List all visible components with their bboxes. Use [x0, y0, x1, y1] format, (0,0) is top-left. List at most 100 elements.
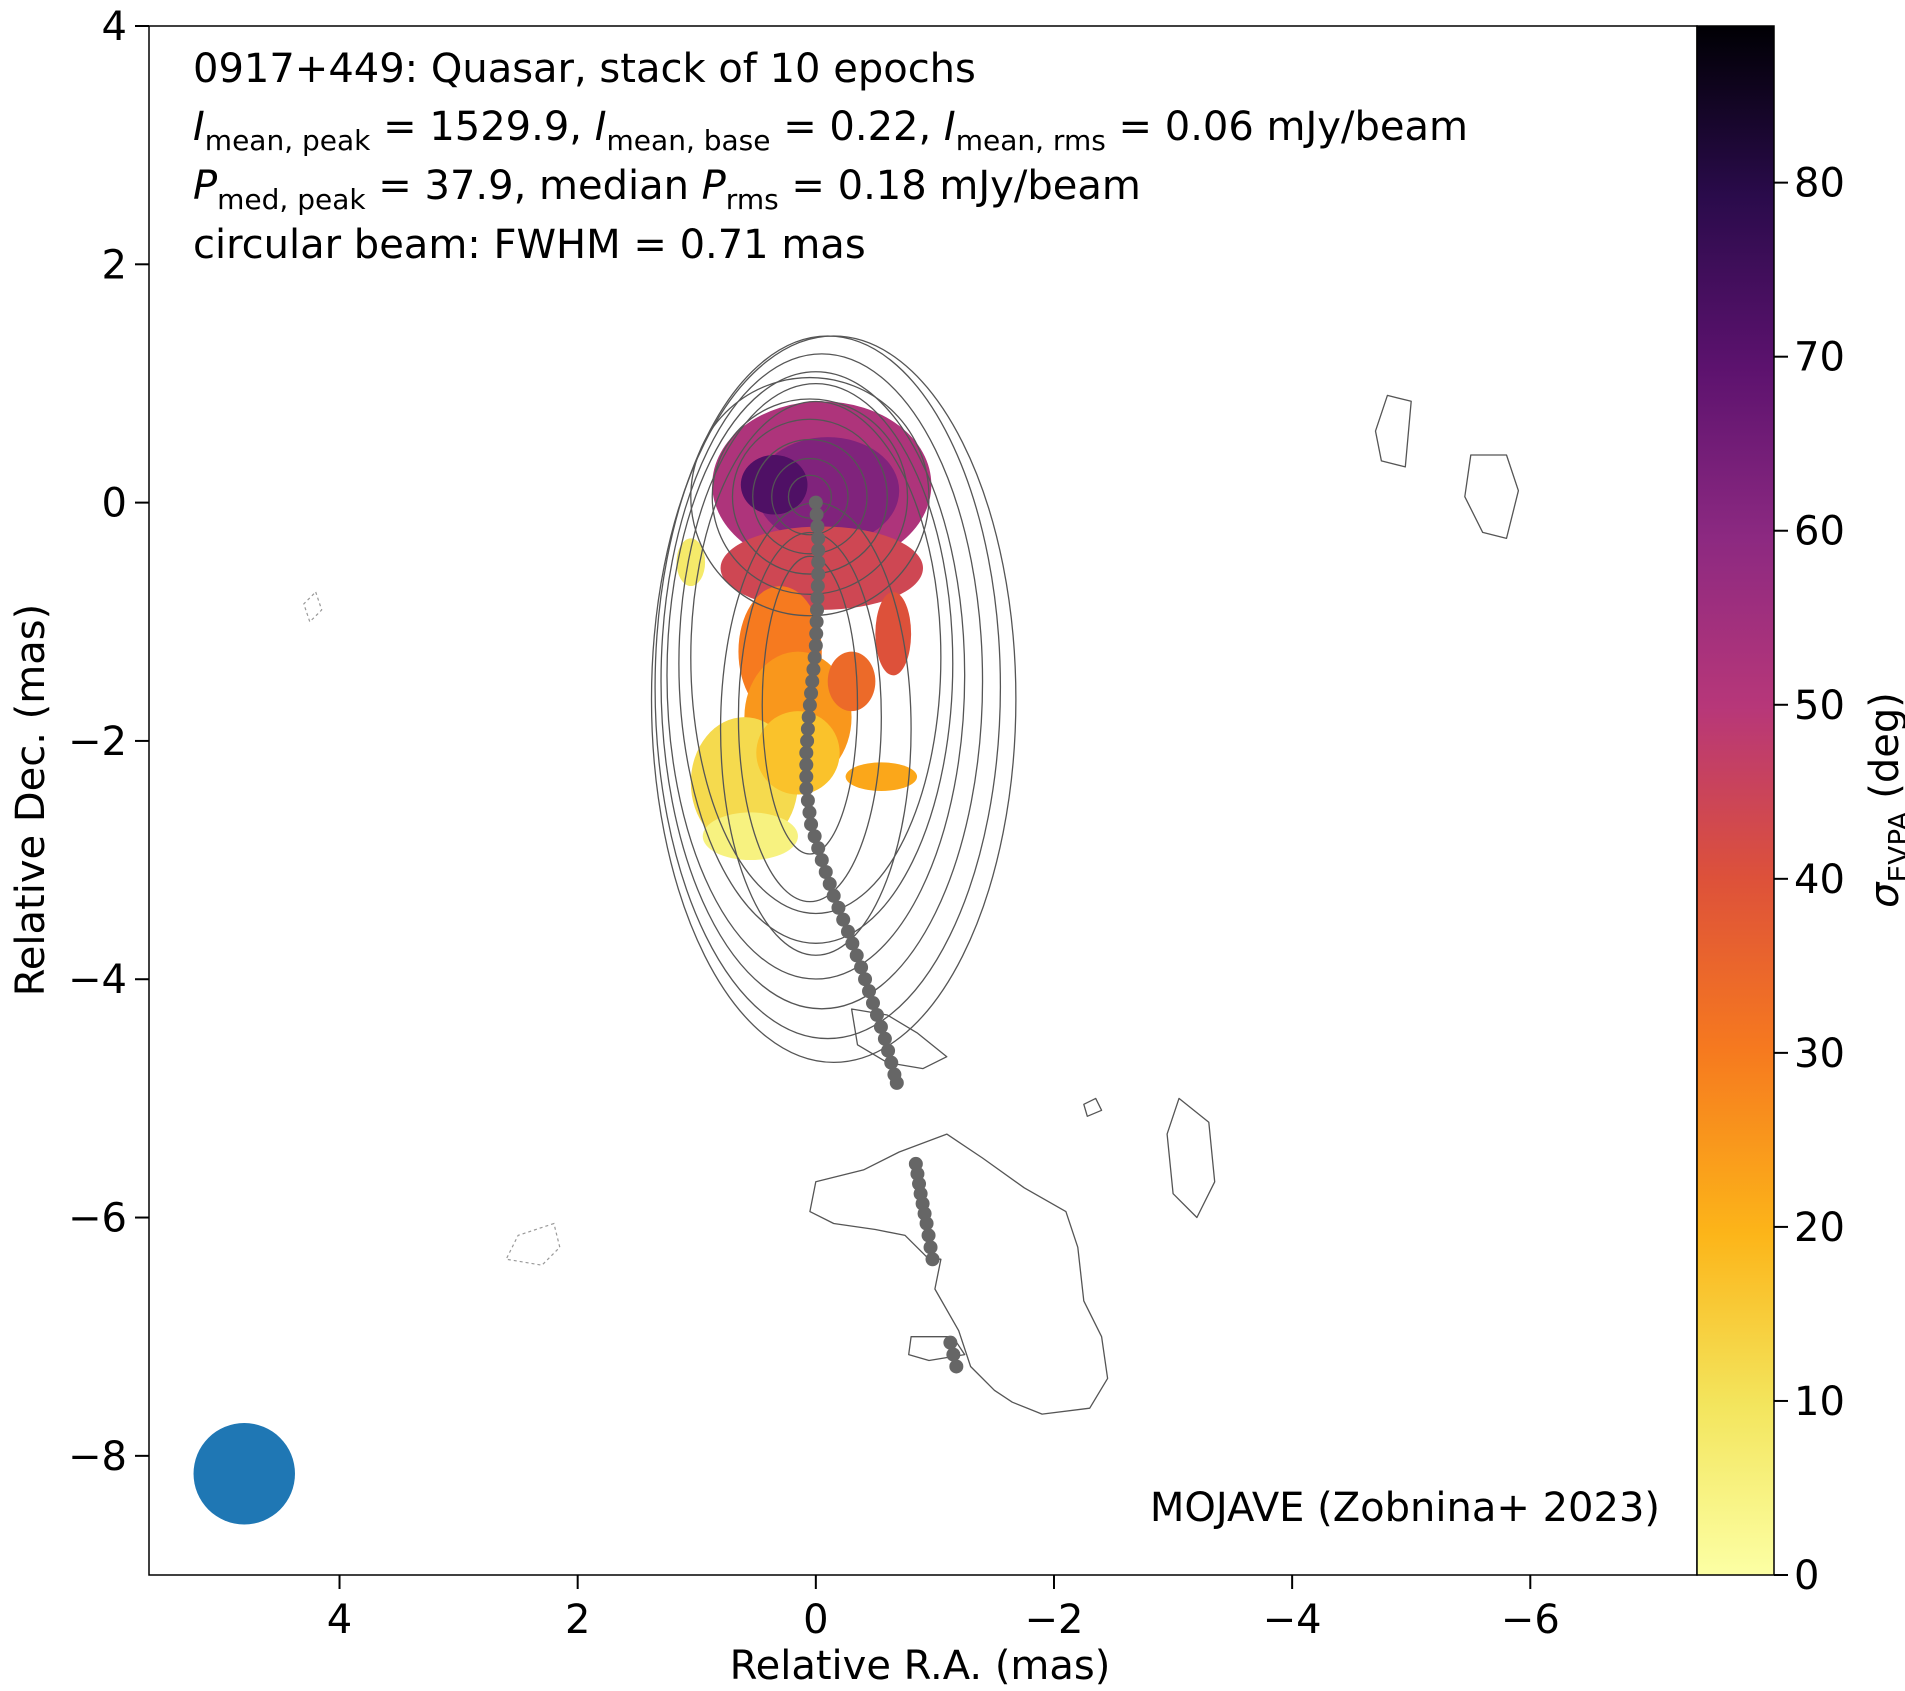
y-axis-label: Relative Dec. (mas)	[8, 604, 54, 996]
ridge-point-10	[809, 614, 824, 629]
x-tick-label-3: −2	[1025, 1597, 1084, 1643]
y-tick-label-0: 4	[102, 4, 127, 50]
y-axis: 4 2 0 −2 −4 −6 −8	[68, 4, 149, 1480]
colorbar: 0 10 20 30 40 50 60 70 80 σEVPA (deg)	[1696, 25, 1905, 1599]
ridge-point-29	[811, 841, 826, 856]
ridge-point-44	[873, 1019, 888, 1034]
evpa-region-12	[875, 592, 912, 676]
contour-core-5	[690, 376, 930, 617]
ridge-point-42	[865, 996, 880, 1011]
evpa-region-10	[845, 762, 918, 791]
ridge-point-31	[818, 864, 833, 879]
ridge-point-60	[943, 1335, 958, 1350]
ridge-point-43	[869, 1007, 884, 1022]
ridge-line	[799, 495, 964, 1374]
ridge-point-8	[810, 590, 825, 605]
intensity-contours	[303, 335, 1520, 1415]
ridge-point-22	[799, 757, 814, 772]
colorbar-tick-label-7: 70	[1794, 335, 1845, 381]
ridge-point-46	[881, 1043, 896, 1058]
ridge-point-59	[925, 1252, 940, 1267]
ridge-point-4	[811, 543, 826, 558]
x-axis-label: Relative R.A. (mas)	[730, 1643, 1111, 1689]
colorbar-tick-label-3: 30	[1794, 1031, 1845, 1077]
contour-core-2	[752, 438, 868, 555]
ridge-point-14	[806, 662, 821, 677]
contour-outer-2	[666, 371, 966, 980]
title-line-2: Imean, peak = 1529.9, Imean, base = 0.22…	[193, 104, 1468, 157]
ridge-point-36	[840, 924, 855, 939]
plot-area	[148, 25, 1698, 1576]
y-tick-label-6: −8	[68, 1434, 127, 1480]
x-tick-label-5: −6	[1501, 1597, 1560, 1643]
contour-outer-1	[678, 382, 954, 944]
title-line-4: circular beam: FWHM = 0.71 mas	[193, 222, 866, 268]
ridge-point-61	[946, 1347, 961, 1362]
x-tick-label-0: 4	[327, 1597, 352, 1643]
contour-island-3	[1083, 1097, 1103, 1117]
ridge-point-57	[921, 1228, 936, 1243]
ridge-point-33	[826, 888, 841, 903]
credit-annotation: MOJAVE (Zobnina+ 2023)	[1150, 1485, 1660, 1531]
title-block: 0917+449: Quasar, stack of 10 epochs Ime…	[193, 46, 1468, 268]
contour-island-4	[850, 1008, 948, 1070]
contour-island-1	[1464, 454, 1520, 540]
evpa-region-6	[827, 651, 876, 712]
ridge-point-38	[849, 948, 864, 963]
colorbar-ticks: 0 10 20 30 40 50 60 70 80	[1774, 161, 1845, 1599]
ridge-point-9	[810, 602, 825, 617]
contour-island-5	[809, 1133, 1109, 1415]
evpa-region-9	[756, 711, 840, 795]
y-tick-label-1: 2	[102, 242, 127, 288]
y-tick-label-3: −2	[68, 719, 127, 765]
ridge-point-15	[805, 674, 820, 689]
ridge-point-39	[854, 960, 869, 975]
colorbar-tick-label-8: 80	[1794, 161, 1845, 207]
ridge-point-26	[802, 805, 817, 820]
ridge-point-28	[807, 829, 822, 844]
ridge-point-3	[811, 531, 826, 546]
ridge-point-6	[811, 567, 826, 582]
ridge-point-24	[799, 781, 814, 796]
colorbar-tick-label-5: 50	[1794, 683, 1845, 729]
beam-ellipse	[193, 1422, 295, 1525]
ridge-point-49	[889, 1075, 904, 1090]
contour-jet-1	[737, 531, 882, 903]
ridge-point-18	[801, 710, 816, 725]
contour-negative-1	[505, 1222, 561, 1266]
ridge-point-19	[800, 722, 815, 737]
ridge-point-23	[799, 769, 814, 784]
contour-island-6	[908, 1336, 966, 1362]
ridge-point-21	[799, 745, 814, 760]
colorbar-tick-label-6: 60	[1794, 509, 1845, 555]
contour-core-1	[771, 457, 849, 536]
y-tick-label-4: −4	[68, 957, 127, 1003]
ridge-point-35	[836, 912, 851, 927]
ridge-point-56	[919, 1216, 934, 1231]
colorbar-tick-label-1: 10	[1794, 1379, 1845, 1425]
x-tick-label-2: 0	[803, 1597, 828, 1643]
contour-outer-3	[660, 353, 984, 1010]
ridge-point-34	[831, 900, 846, 915]
x-tick-label-4: −4	[1263, 1597, 1322, 1643]
ridge-point-17	[802, 698, 817, 713]
ridge-point-45	[877, 1031, 892, 1046]
colorbar-tick-label-2: 20	[1794, 1205, 1845, 1251]
ridge-point-11	[809, 626, 824, 641]
y-tick-label-5: −6	[68, 1196, 127, 1242]
colorbar-tick-label-4: 40	[1794, 857, 1845, 903]
ridge-point-37	[845, 936, 860, 951]
ridge-point-58	[923, 1240, 938, 1255]
colorbar-gradient	[1696, 25, 1775, 1576]
ridge-point-32	[822, 876, 837, 891]
contour-core-0	[787, 474, 832, 519]
ridge-point-1	[809, 507, 824, 522]
contour-outer-5	[650, 335, 1017, 1064]
ridge-point-12	[808, 638, 823, 653]
ridge-point-16	[804, 686, 819, 701]
contour-core-3	[731, 418, 888, 575]
y-tick-label-2: 0	[102, 481, 127, 527]
ridge-point-25	[800, 793, 815, 808]
ridge-point-30	[814, 853, 829, 868]
